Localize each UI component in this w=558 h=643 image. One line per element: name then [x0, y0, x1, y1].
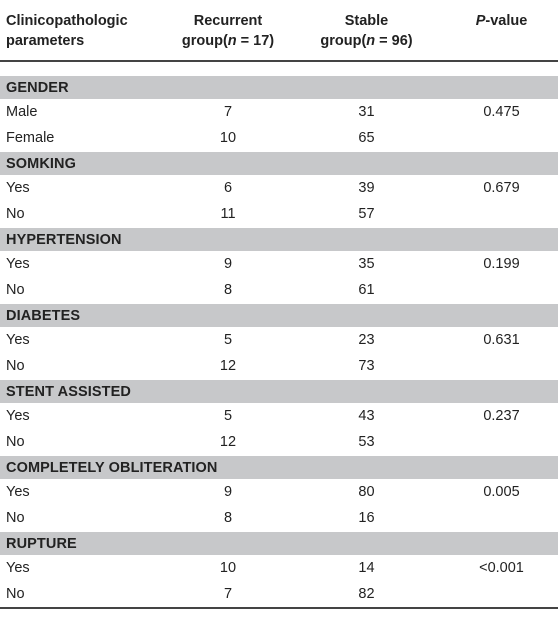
recurrent-count: 9: [223, 256, 233, 272]
p-value: <0.001: [479, 560, 524, 576]
section-header-row: COMPLETELY OBLITERATION: [0, 455, 558, 479]
table-body: GENDER Male 7 31 0.475 Female 10 65 SOMKING Yes 6 3…: [0, 61, 558, 609]
spacer-row: [0, 61, 558, 76]
row-label: Female: [6, 130, 55, 146]
stable-count: 16: [358, 510, 375, 526]
table-row: No 11 57: [0, 201, 558, 228]
header-p-value: P-value: [445, 0, 558, 62]
row-label: Yes: [6, 332, 30, 348]
stable-count: 82: [288, 581, 445, 609]
table-row: No 12 53: [0, 429, 558, 456]
row-label: Yes: [6, 256, 30, 272]
p-value: 0.475: [483, 104, 520, 120]
stable-count: 39: [358, 180, 375, 196]
header-row: Clinicopathologic parameters Recurrent g…: [0, 0, 558, 62]
stable-count: 80: [358, 484, 375, 500]
p-value: 0.631: [483, 332, 520, 348]
p-value: [445, 201, 558, 228]
recurrent-count: 5: [223, 408, 233, 424]
row-label: Yes: [6, 560, 30, 576]
p-value: 0.237: [483, 408, 520, 424]
table-row: Yes 10 14 <0.001: [0, 555, 558, 581]
table-row: No 12 73: [0, 353, 558, 380]
stable-count: 65: [358, 130, 375, 146]
p-value: 0.005: [483, 484, 520, 500]
stable-count: 14: [358, 560, 375, 576]
section-title: DIABETES: [0, 303, 558, 327]
table-row: Yes 9 80 0.005: [0, 479, 558, 505]
stable-count: 43: [358, 408, 375, 424]
header-stable-group: Stable group(n = 96): [288, 0, 445, 62]
stable-count: 61: [358, 282, 375, 298]
table-row: No 7 82: [0, 581, 558, 609]
recurrent-count: 7: [223, 104, 233, 120]
recurrent-count: 8: [223, 282, 233, 298]
recurrent-count: 12: [219, 358, 237, 374]
table-row: Yes 5 43 0.237: [0, 403, 558, 429]
section-header-row: SOMKING: [0, 151, 558, 175]
p-value: 0.679: [483, 180, 520, 196]
p-value: [445, 429, 558, 456]
row-label: Yes: [6, 484, 30, 500]
section-title: HYPERTENSION: [0, 227, 558, 251]
p-value: [445, 505, 558, 532]
stable-count: 35: [358, 256, 375, 272]
section-header-row: DIABETES: [0, 303, 558, 327]
table-row: No 8 61: [0, 277, 558, 304]
section-title: GENDER: [0, 75, 558, 99]
section-header-row: HYPERTENSION: [0, 227, 558, 251]
section-title: STENT ASSISTED: [0, 379, 558, 403]
header-parameters: Clinicopathologic parameters: [0, 0, 168, 62]
section-header-row: STENT ASSISTED: [0, 379, 558, 403]
p-value: [445, 277, 558, 304]
section-title: RUPTURE: [0, 531, 558, 555]
stable-count: 23: [358, 332, 375, 348]
recurrent-count: 5: [223, 332, 233, 348]
table-row: Yes 6 39 0.679: [0, 175, 558, 201]
table-header: Clinicopathologic parameters Recurrent g…: [0, 0, 558, 62]
row-label: No: [6, 206, 25, 222]
row-label: Yes: [6, 180, 30, 196]
row-label: No: [0, 581, 168, 609]
p-value: [445, 125, 558, 152]
row-label: No: [6, 510, 25, 526]
row-label: No: [6, 282, 25, 298]
stable-count: 31: [358, 104, 375, 120]
row-label: Male: [6, 104, 38, 120]
p-value: 0.199: [483, 256, 520, 272]
recurrent-count: 10: [219, 130, 237, 146]
table-row: Yes 9 35 0.199: [0, 251, 558, 277]
clinicopathologic-table: Clinicopathologic parameters Recurrent g…: [0, 0, 558, 609]
stable-count: 73: [358, 358, 375, 374]
table-row: Male 7 31 0.475: [0, 99, 558, 125]
stable-count: 57: [358, 206, 375, 222]
row-label: No: [6, 358, 25, 374]
row-label: Yes: [6, 408, 30, 424]
section-header-row: RUPTURE: [0, 531, 558, 555]
p-value: [445, 353, 558, 380]
p-value: [445, 581, 558, 609]
section-header-row: GENDER: [0, 75, 558, 99]
section-title: COMPLETELY OBLITERATION: [0, 455, 558, 479]
table-row: Yes 5 23 0.631: [0, 327, 558, 353]
section-title: SOMKING: [0, 151, 558, 175]
recurrent-count: 9: [223, 484, 233, 500]
header-recurrent-group: Recurrent group(n = 17): [168, 0, 288, 62]
stable-count: 53: [358, 434, 375, 450]
recurrent-count: 6: [223, 180, 233, 196]
table-row: Female 10 65: [0, 125, 558, 152]
table-row: No 8 16: [0, 505, 558, 532]
recurrent-count: 12: [219, 434, 237, 450]
recurrent-count: 10: [219, 560, 237, 576]
recurrent-count: 11: [220, 206, 236, 222]
recurrent-count: 8: [223, 510, 233, 526]
recurrent-count: 7: [168, 581, 288, 609]
row-label: No: [6, 434, 25, 450]
